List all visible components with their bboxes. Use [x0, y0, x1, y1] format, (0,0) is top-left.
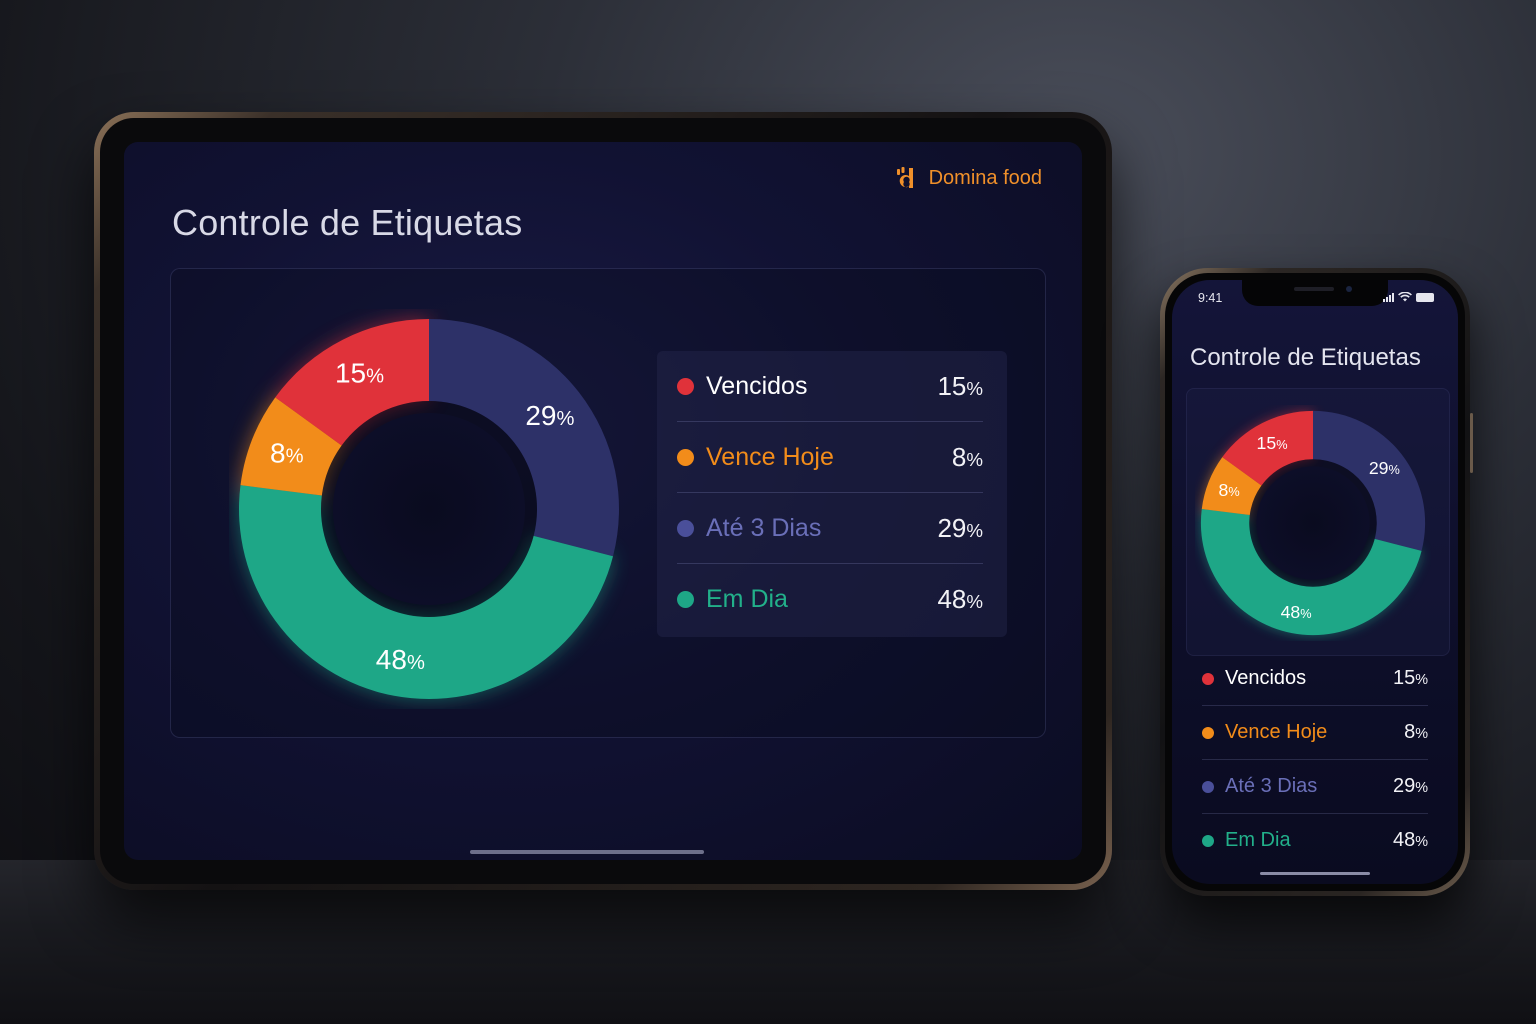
legend-label: Vencidos: [1225, 667, 1307, 689]
legend-item-ate-3-dias[interactable]: Até 3 Dias 29%: [677, 493, 983, 564]
donut-hole: [333, 413, 525, 605]
legend-item-ate-3-dias[interactable]: Até 3 Dias 29%: [1202, 760, 1428, 814]
donut-label-vence-hoje: 8%: [270, 437, 304, 468]
chart-legend: Vencidos 15% Vence Hoje 8% Até 3 Dias 29…: [1202, 652, 1428, 867]
donut-slice-vence-hoje[interactable]: [1201, 457, 1262, 516]
donut-chart: 29% 48% 8% 15%: [239, 319, 619, 700]
notch: [1242, 280, 1388, 306]
brand: Domina food: [895, 166, 1042, 190]
signal-icon: [1383, 293, 1394, 302]
legend-label: Vencidos: [706, 371, 808, 400]
legend-value: 48%: [937, 583, 983, 614]
phone-screen: 9:41 Controle de Etiquetas 29% 48% 8% 15% V…: [1172, 280, 1458, 884]
legend-value: 8%: [951, 441, 983, 472]
legend-dot: [677, 590, 694, 608]
legend-label: Até 3 Dias: [706, 513, 822, 542]
legend-dot: [1202, 726, 1214, 739]
donut-slice-em-dia[interactable]: [1200, 508, 1422, 636]
donut-slice-em-dia[interactable]: [239, 485, 614, 700]
legend-label: Até 3 Dias: [1225, 775, 1318, 797]
legend-label: Em Dia: [706, 584, 788, 613]
battery-icon: [1416, 293, 1434, 302]
legend-dot: [677, 377, 694, 395]
chart-panel: 29% 48% 8% 15%: [1186, 388, 1450, 656]
legend-value: 29%: [1392, 775, 1428, 797]
home-indicator[interactable]: [1260, 872, 1370, 875]
chart-legend: Vencidos 15% Vence Hoje 8% Até 3 Dias 29…: [657, 351, 1007, 637]
legend-value: 15%: [937, 370, 983, 401]
donut-slice-at-3-dias[interactable]: [429, 319, 619, 557]
legend-item-em-dia[interactable]: Em Dia 48%: [1202, 814, 1428, 867]
legend-dot: [677, 448, 694, 466]
wifi-icon: [1398, 292, 1412, 302]
legend-label: Em Dia: [1225, 829, 1291, 851]
legend-value: 15%: [1392, 667, 1428, 689]
page-title: Controle de Etiquetas: [172, 202, 523, 243]
tablet-device: Domina food Controle de Etiquetas 29% 48%…: [94, 112, 1112, 890]
donut-slice-vence-hoje[interactable]: [240, 397, 342, 496]
donut-label-vence-hoje: 8%: [1218, 480, 1239, 500]
status-icons: [1383, 292, 1434, 302]
donut-label-vencidos: 15%: [1257, 433, 1288, 453]
legend-label: Vence Hoje: [706, 442, 834, 471]
donut-hole: [1256, 466, 1370, 580]
donut-label-vencidos: 15%: [335, 357, 384, 388]
donut-label-em-dia: 48%: [376, 644, 425, 675]
camera-icon: [1346, 286, 1352, 292]
home-indicator[interactable]: [470, 850, 704, 854]
donut-slice-vencidos[interactable]: [275, 319, 429, 446]
brand-name: Domina food: [928, 166, 1042, 189]
donut-chart: 29% 48% 8% 15%: [1200, 410, 1426, 636]
donut-label-at-3-dias: 29%: [1369, 458, 1400, 478]
legend-item-vence-hoje[interactable]: Vence Hoje 8%: [677, 422, 983, 493]
tablet-screen: Domina food Controle de Etiquetas 29% 48%…: [124, 142, 1082, 860]
legend-item-vencidos[interactable]: Vencidos 15%: [1202, 652, 1428, 706]
legend-value: 8%: [1404, 721, 1428, 743]
status-time: 9:41: [1198, 291, 1223, 305]
chart-panel: 29% 48% 8% 15% Vencidos 15% Vence Hoje 8% A…: [170, 268, 1046, 738]
legend-item-em-dia[interactable]: Em Dia 48%: [677, 564, 983, 634]
donut-slice-at-3-dias[interactable]: [1313, 410, 1426, 551]
legend-dot: [1202, 672, 1214, 685]
phone-device: 9:41 Controle de Etiquetas 29% 48% 8% 15% V…: [1160, 268, 1473, 896]
legend-dot: [1202, 780, 1214, 793]
legend-item-vence-hoje[interactable]: Vence Hoje 8%: [1202, 706, 1428, 760]
speaker: [1294, 287, 1334, 291]
legend-value: 29%: [937, 512, 983, 543]
page-title: Controle de Etiquetas: [1190, 344, 1421, 371]
side-button: [1470, 413, 1473, 473]
domina-food-logo-icon: [896, 167, 913, 188]
legend-item-vencidos[interactable]: Vencidos 15%: [677, 351, 983, 422]
donut-label-at-3-dias: 29%: [525, 400, 574, 431]
legend-dot: [677, 519, 694, 537]
legend-value: 48%: [1392, 829, 1428, 851]
legend-dot: [1202, 834, 1214, 847]
legend-label: Vence Hoje: [1225, 721, 1328, 743]
donut-label-em-dia: 48%: [1281, 602, 1312, 622]
donut-slice-vencidos[interactable]: [1222, 410, 1313, 486]
